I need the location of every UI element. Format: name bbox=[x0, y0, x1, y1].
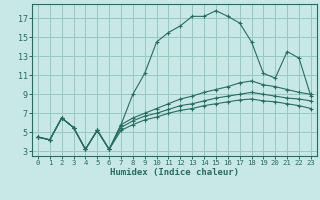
X-axis label: Humidex (Indice chaleur): Humidex (Indice chaleur) bbox=[110, 168, 239, 177]
